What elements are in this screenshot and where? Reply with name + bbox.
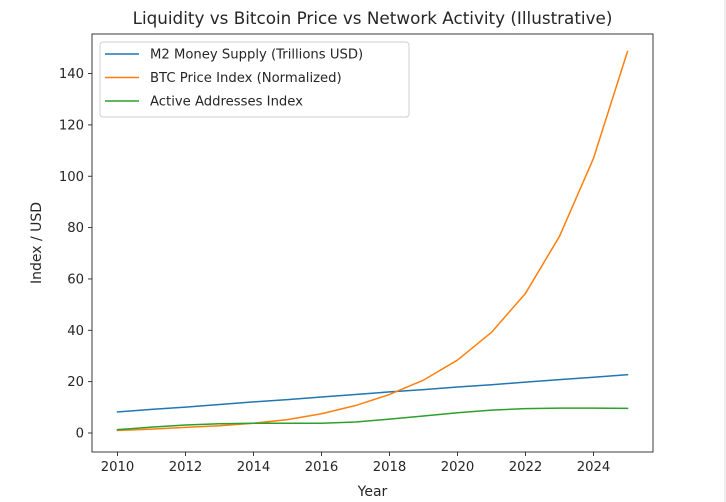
y-tick-label: 0	[76, 427, 84, 442]
series-line-2	[116, 407, 629, 431]
y-tick-label: 80	[67, 221, 84, 236]
axes-layer: 2010 2012 2014 2016 2018 2020 2022 2024 0 20 40 60 8…	[59, 33, 654, 475]
y-tick-label: 60	[67, 273, 84, 288]
series-line-0	[116, 373, 629, 413]
x-tick-label: 2020	[441, 460, 475, 475]
x-axis-label: Year	[357, 484, 388, 500]
legend: M2 Money Supply (Trillions USD) BTC Price…	[99, 41, 410, 118]
x-tick-label: 2012	[169, 460, 203, 475]
x-tick-label: 2022	[509, 460, 543, 475]
x-tick-label: 2010	[101, 460, 135, 475]
x-tick-label: 2016	[305, 460, 339, 475]
legend-box	[99, 41, 410, 118]
x-tick-label: 2014	[237, 460, 271, 475]
x-tick-label: 2018	[373, 460, 407, 475]
legend-label-2: Active Addresses Index	[150, 95, 303, 110]
y-axis-label: Index / USD	[29, 202, 45, 284]
legend-label-0: M2 Money Supply (Trillions USD)	[150, 48, 363, 63]
y-tick-label: 100	[59, 170, 84, 185]
legend-label-1: BTC Price Index (Normalized)	[150, 71, 342, 86]
plot-frame	[91, 33, 654, 453]
series-layer	[116, 50, 629, 432]
chart-title: Liquidity vs Bitcoin Price vs Network Ac…	[133, 8, 613, 28]
y-tick-label: 20	[67, 375, 84, 390]
series-line-1	[116, 50, 629, 432]
y-tick-label: 40	[67, 324, 84, 339]
y-tick-label: 120	[59, 118, 84, 133]
window-edge	[724, 0, 726, 502]
y-tick-label: 140	[59, 67, 84, 82]
x-tick-label: 2024	[577, 460, 611, 475]
